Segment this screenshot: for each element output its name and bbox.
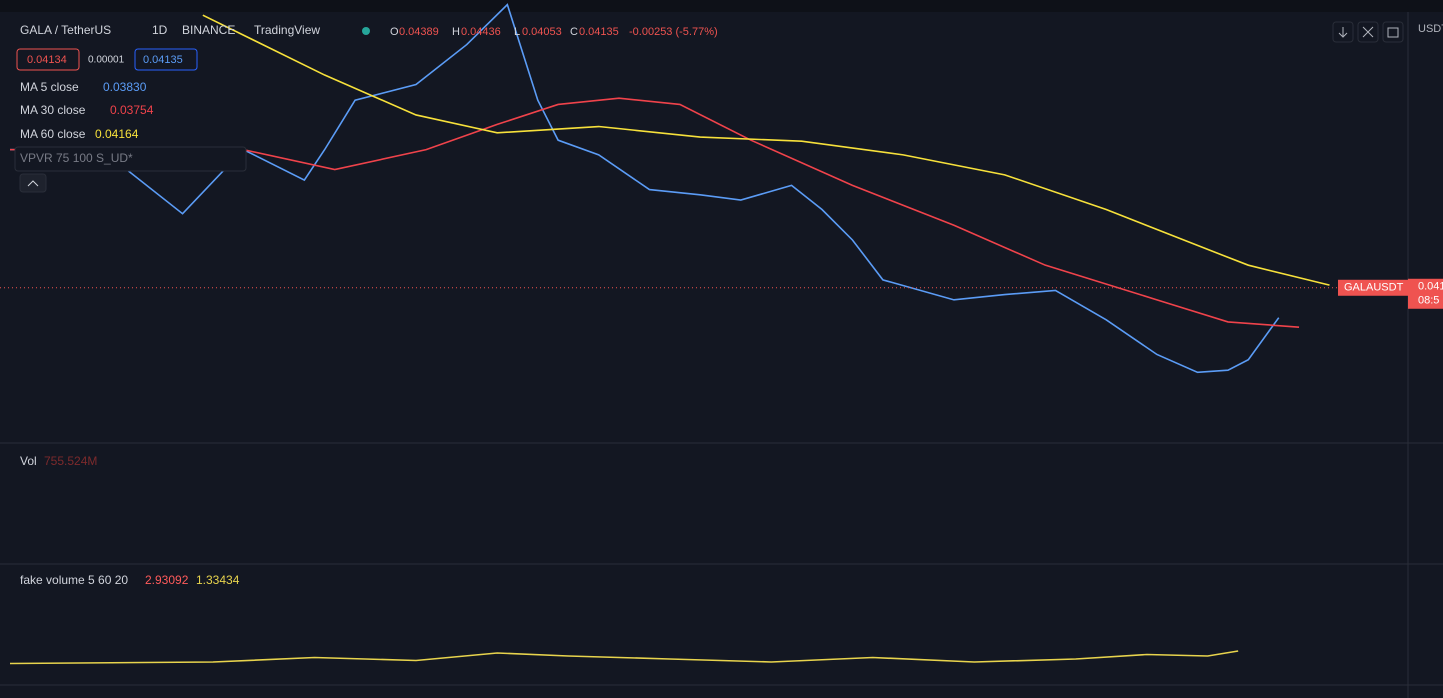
symbol-tag (1338, 279, 1408, 296)
ma-line (202, 14, 1330, 286)
ma-legend-value: 0.04164 (95, 127, 139, 141)
status-dot (362, 27, 370, 35)
source: TradingView (254, 23, 320, 37)
window-buttons[interactable] (1332, 21, 1404, 43)
currency: USDT (1418, 23, 1443, 35)
buy-box[interactable] (134, 48, 198, 71)
fake-volume-ma (9, 650, 1239, 665)
buy-price[interactable]: 0.04135 (143, 54, 183, 66)
ma-legend: MA 30 close (20, 103, 86, 117)
vol-title: Vol (20, 454, 37, 468)
spread: 0.00001 (88, 55, 125, 66)
symbol: GALA / TetherUS (20, 23, 111, 37)
exchange: BINANCE (182, 23, 235, 37)
ohlc-label: C (570, 26, 578, 38)
price-tag-price: 0.041 (1418, 281, 1443, 293)
fake-vol-value: 2.93092 (145, 573, 189, 587)
sell-price[interactable]: 0.04134 (27, 54, 67, 66)
price-tag (1408, 278, 1443, 309)
ohlc-label: L (514, 26, 520, 38)
ma-line (10, 97, 1300, 328)
ma-legend: MA 60 close (20, 127, 86, 141)
ma-legend-value: 0.03754 (110, 103, 154, 117)
collapse-button[interactable] (19, 173, 47, 193)
vpvr-legend[interactable] (14, 146, 247, 172)
ma-line (10, 3, 1280, 374)
chevron-icon (27, 180, 39, 187)
ma-legend: MA 5 close (20, 80, 79, 94)
price-tag-time: 08:5 (1418, 295, 1439, 307)
ohlc-change: -0.00253 (-5.77%) (629, 26, 718, 38)
ohlc-label: O (390, 26, 399, 38)
sell-box[interactable] (16, 48, 80, 71)
vpvr-name: VPVR 75 100 S_UD* (20, 151, 133, 165)
vol-value: 755.524M (44, 454, 97, 468)
symbol-tag-text: GALAUSDT (1344, 282, 1404, 294)
ohlc-label: H (452, 26, 460, 38)
toolbar-strip (0, 0, 1443, 12)
ohlc-value: 0.04053 (522, 26, 562, 38)
fake-vol-value: 1.33434 (196, 573, 240, 587)
fake-vol-title: fake volume 5 60 20 (20, 573, 128, 587)
ohlc-value: 0.04135 (579, 26, 619, 38)
ohlc-value: 0.04389 (399, 26, 439, 38)
ohlc-value: 0.04436 (461, 26, 501, 38)
interval: 1D (152, 23, 168, 37)
ma-legend-value: 0.03830 (103, 80, 147, 94)
